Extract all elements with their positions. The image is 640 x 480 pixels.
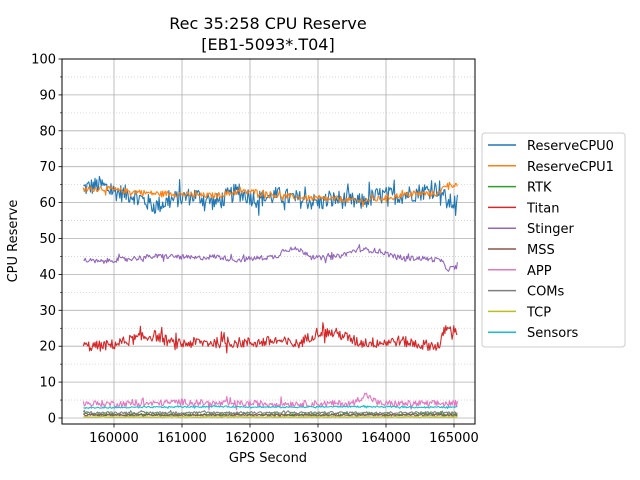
x-tick-label: 164000: [361, 431, 411, 446]
series-line-app: [82, 392, 458, 411]
grid: [62, 58, 475, 424]
series-line-reservecpu1: [82, 181, 458, 208]
y-tick-label: 40: [39, 268, 56, 283]
series-line-coms: [82, 409, 458, 415]
y-tick-label: 50: [39, 232, 56, 247]
legend: ReserveCPU0 ReserveCPU1 RTK Titan Stinger MSS…: [481, 132, 626, 348]
x-tick-label: 160000: [89, 431, 139, 446]
series-line-sensors: [83, 404, 458, 409]
legend-label-reservecpu0: ReserveCPU0: [527, 139, 614, 154]
plot-frame: [61, 58, 476, 425]
legend-frame: [481, 132, 626, 348]
legend-label-reservecpu1: ReserveCPU1: [527, 160, 614, 175]
x-tick-label: 163000: [293, 431, 343, 446]
chart-title: Rec 35:258 CPU Reserve: [169, 14, 366, 33]
y-tick-label: 80: [39, 124, 56, 139]
series-line-titan: [82, 322, 458, 354]
legend-label-titan: Titan: [526, 201, 559, 216]
ticks: 0 10 20 30 40 50 60 70 80 90 100 160000 161000 162000…: [31, 53, 479, 447]
legend-label-sensors: Sensors: [527, 326, 579, 341]
x-tick-label: 161000: [157, 431, 207, 446]
series-line-stinger: [83, 244, 458, 272]
y-tick-label: 20: [39, 340, 56, 355]
y-tick-label: 30: [39, 304, 56, 319]
x-tick-label: 162000: [225, 431, 275, 446]
y-tick-label: 60: [39, 196, 56, 211]
chart-subtitle: [EB1-5093*.T04]: [201, 35, 334, 54]
legend-label-rtk: RTK: [527, 181, 552, 196]
legend-label-tcp: TCP: [526, 305, 551, 320]
series-line-tcp: [83, 415, 458, 419]
y-tick-label: 90: [39, 88, 56, 103]
y-tick-label: 100: [31, 53, 56, 68]
y-tick-label: 70: [39, 160, 56, 175]
series-layer: [82, 175, 458, 419]
y-axis-label: CPU Reserve: [6, 200, 21, 283]
series-line-mss: [83, 413, 458, 418]
x-axis-label: GPS Second: [229, 451, 307, 466]
y-tick-label: 0: [48, 412, 56, 427]
legend-label-mss: MSS: [527, 243, 555, 258]
y-tick-label: 10: [39, 376, 56, 391]
legend-label-app: APP: [527, 264, 552, 279]
legend-label-stinger: Stinger: [527, 222, 574, 237]
legend-label-coms: COMs: [527, 285, 565, 300]
x-tick-label: 165000: [429, 431, 479, 446]
